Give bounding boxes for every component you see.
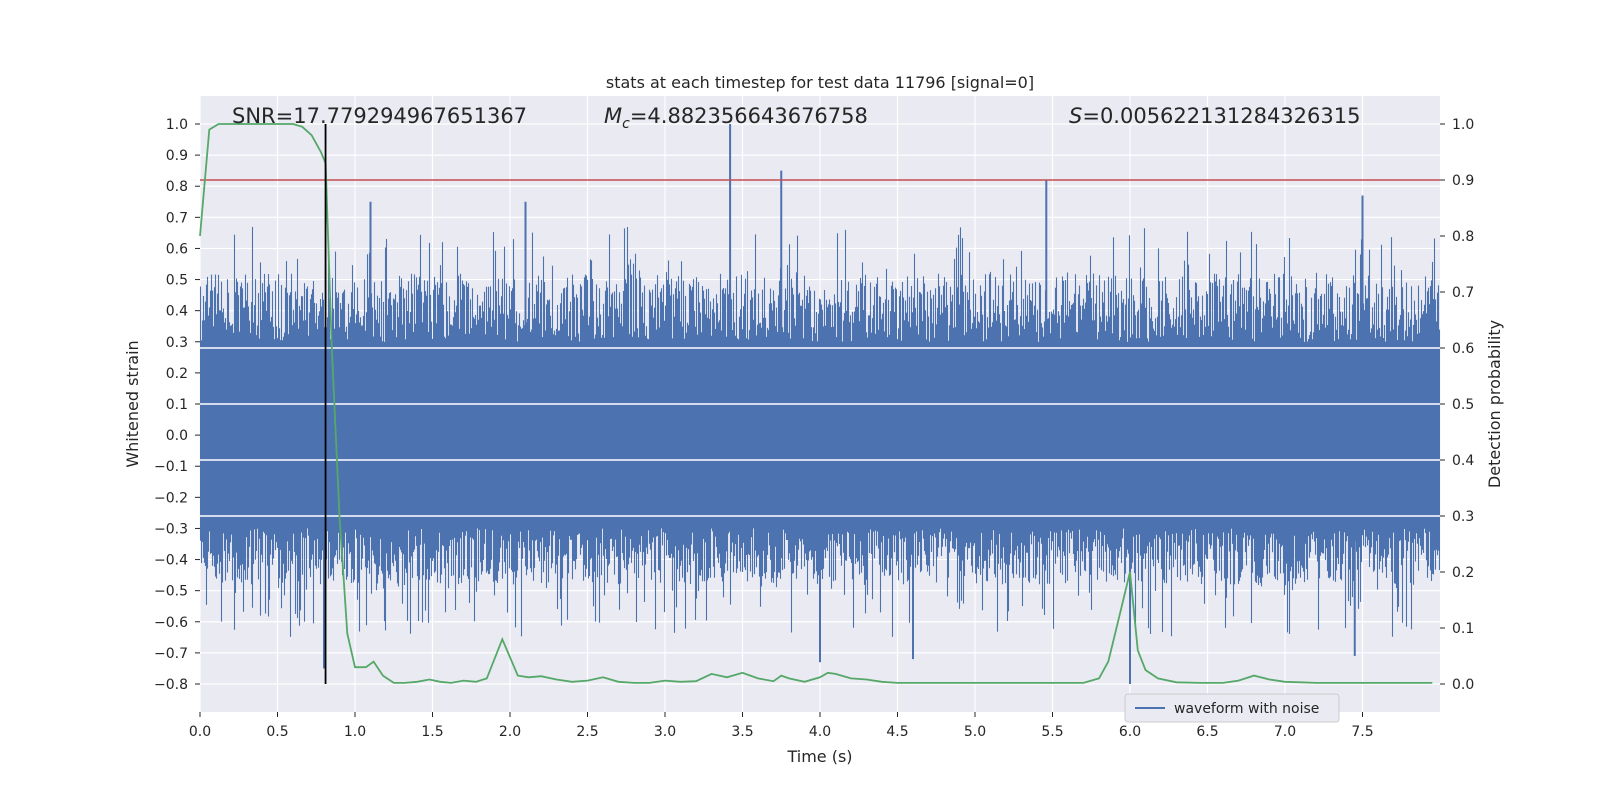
legend: waveform with noise <box>1124 693 1340 723</box>
right-y-tick-label: 0.2 <box>1452 565 1474 581</box>
probability-series <box>199 123 1433 684</box>
x-tick-label: 5.0 <box>964 724 986 740</box>
left-y-tick-label: −0.7 <box>154 646 188 662</box>
s-symbol: S <box>1069 104 1082 128</box>
right-y-tick-label: 0.0 <box>1452 677 1474 693</box>
right-y-axis-ticks: 1.0 0.9 0.8 0.7 0.6 0.5 0.4 0.3 0.2 0.1 0.0 <box>1440 117 1474 693</box>
x-tick-label: 7.0 <box>1274 724 1296 740</box>
left-y-tick-label: 0.0 <box>166 428 188 444</box>
right-y-tick-label: 0.3 <box>1452 509 1474 525</box>
x-tick-label: 6.0 <box>1119 724 1141 740</box>
left-y-axis-label: Whitened strain <box>123 340 142 467</box>
right-y-tick-label: 0.4 <box>1452 453 1474 469</box>
chirp-mass-subscript: c <box>622 116 630 132</box>
left-y-tick-label: 0.4 <box>166 304 188 320</box>
left-y-tick-label: 0.1 <box>166 397 188 413</box>
left-y-tick-label: −0.4 <box>154 553 188 569</box>
left-y-tick-label: −0.1 <box>154 459 188 475</box>
x-tick-label: 1.0 <box>344 724 366 740</box>
left-y-tick-label: −0.2 <box>154 490 188 506</box>
left-y-tick-label: 0.3 <box>166 335 188 351</box>
legend-box <box>1124 693 1340 723</box>
left-y-tick-label: 0.5 <box>166 273 188 289</box>
x-tick-label: 0.0 <box>189 724 211 740</box>
right-y-tick-label: 0.7 <box>1452 285 1474 301</box>
x-tick-label: 1.5 <box>421 724 443 740</box>
right-y-tick-label: 0.6 <box>1452 341 1474 357</box>
x-tick-label: 0.5 <box>266 724 288 740</box>
chart-title: stats at each timestep for test data 117… <box>606 73 1034 92</box>
x-axis-label: Time (s) <box>786 747 852 766</box>
s-annotation: S=0.005622131284326315 <box>1069 104 1360 128</box>
grid-overlay <box>200 347 1440 517</box>
right-y-tick-label: 0.9 <box>1452 173 1474 189</box>
chirp-mass-symbol: M <box>604 104 622 128</box>
left-y-tick-label: −0.3 <box>154 521 188 537</box>
snr-annotation: SNR=17.779294967651367 <box>232 104 527 128</box>
x-tick-label: 2.5 <box>576 724 598 740</box>
s-value: =0.005622131284326315 <box>1082 104 1360 128</box>
x-tick-label: 5.5 <box>1041 724 1063 740</box>
left-y-tick-label: 1.0 <box>166 117 188 133</box>
chirp-mass-annotation: Mc=4.882356643676758 <box>604 104 868 132</box>
right-y-axis-label: Detection probability <box>1485 320 1504 488</box>
left-y-tick-label: 0.7 <box>166 210 188 226</box>
waveform-series <box>199 124 1441 684</box>
x-tick-label: 2.0 <box>499 724 521 740</box>
left-y-tick-label: 0.2 <box>166 366 188 382</box>
x-tick-label: 3.0 <box>654 724 676 740</box>
left-y-tick-label: −0.5 <box>154 584 188 600</box>
chirp-mass-value: =4.882356643676758 <box>630 104 868 128</box>
x-tick-label: 6.5 <box>1196 724 1218 740</box>
x-axis-ticks: 0.0 0.5 1.0 1.5 2.0 2.5 3.0 3.5 4.0 4.5 5.0 5.5 6.0 6… <box>189 712 1374 740</box>
right-y-tick-label: 0.5 <box>1452 397 1474 413</box>
right-y-tick-label: 1.0 <box>1452 117 1474 133</box>
right-y-tick-label: 0.8 <box>1452 229 1474 245</box>
left-y-axis-ticks: 1.0 0.9 0.8 0.7 0.6 0.5 0.4 0.3 0.2 0.1 0.0 −0.1 −0.… <box>154 117 200 693</box>
x-tick-label: 3.5 <box>731 724 753 740</box>
right-y-tick-label: 0.1 <box>1452 621 1474 637</box>
x-tick-label: 4.0 <box>809 724 831 740</box>
left-y-tick-label: −0.8 <box>154 677 188 693</box>
left-y-tick-label: 0.6 <box>166 241 188 257</box>
left-y-tick-label: 0.9 <box>166 148 188 164</box>
x-tick-label: 7.5 <box>1351 724 1373 740</box>
left-y-tick-label: −0.6 <box>154 615 188 631</box>
left-y-tick-label: 0.8 <box>166 179 188 195</box>
legend-label: waveform with noise <box>1174 701 1319 717</box>
x-tick-label: 4.5 <box>886 724 908 740</box>
